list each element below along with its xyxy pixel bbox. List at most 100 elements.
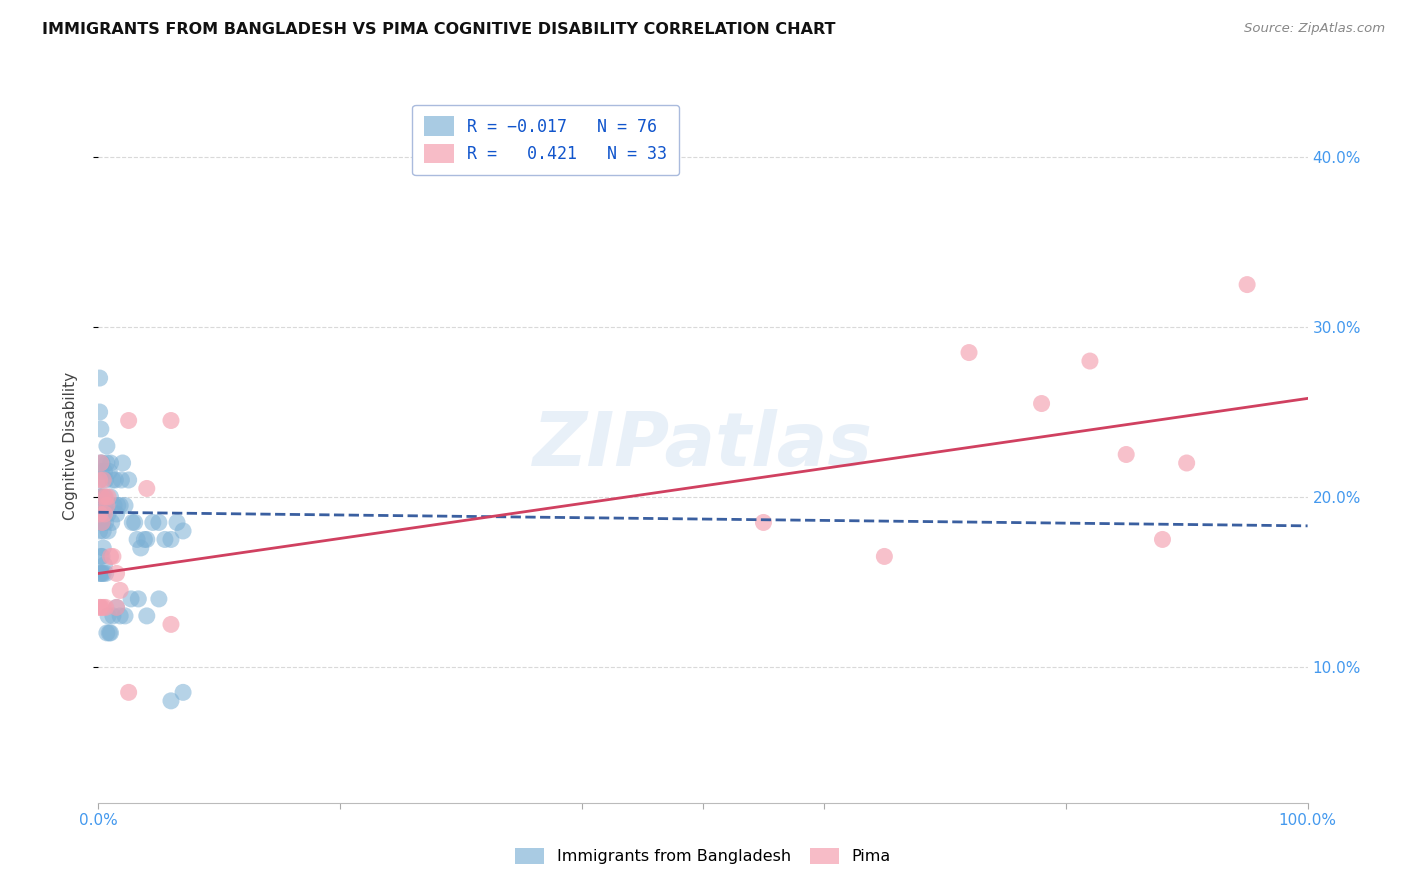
Point — [103, 499, 125, 513]
Point — [100, 549, 122, 564]
Point — [90, 600, 112, 615]
Point — [89, 456, 111, 470]
Point — [91, 516, 114, 530]
Point — [101, 549, 124, 564]
Point — [124, 516, 146, 530]
Point — [142, 516, 165, 530]
Point — [873, 549, 896, 564]
Point — [114, 499, 136, 513]
Point — [96, 439, 118, 453]
Point — [957, 345, 980, 359]
Point — [93, 558, 115, 572]
Point — [91, 516, 114, 530]
Point — [160, 617, 183, 632]
Point — [100, 456, 122, 470]
Text: ZIPatlas: ZIPatlas — [533, 409, 873, 483]
Point — [134, 533, 156, 547]
Point — [90, 516, 112, 530]
Point — [118, 413, 141, 427]
Point — [91, 473, 114, 487]
Point — [100, 490, 122, 504]
Point — [94, 473, 117, 487]
Text: Source: ZipAtlas.com: Source: ZipAtlas.com — [1244, 22, 1385, 36]
Point — [91, 600, 114, 615]
Point — [90, 422, 112, 436]
Point — [1078, 354, 1101, 368]
Point — [135, 608, 157, 623]
Point — [98, 626, 121, 640]
Point — [89, 405, 111, 419]
Point — [89, 371, 111, 385]
Point — [105, 600, 128, 615]
Point — [120, 591, 142, 606]
Point — [89, 473, 111, 487]
Point — [94, 600, 117, 615]
Point — [100, 516, 122, 530]
Point — [153, 533, 176, 547]
Point — [89, 524, 111, 538]
Point — [107, 499, 129, 513]
Point — [91, 456, 114, 470]
Point — [97, 524, 120, 538]
Point — [135, 533, 157, 547]
Point — [90, 549, 112, 564]
Point — [127, 533, 149, 547]
Point — [160, 694, 183, 708]
Point — [91, 507, 114, 521]
Point — [110, 473, 132, 487]
Point — [89, 507, 111, 521]
Point — [101, 608, 124, 623]
Point — [97, 507, 120, 521]
Point — [160, 533, 183, 547]
Point — [97, 608, 120, 623]
Point — [96, 456, 118, 470]
Point — [166, 516, 188, 530]
Point — [89, 490, 111, 504]
Point — [1175, 456, 1198, 470]
Point — [105, 507, 128, 521]
Point — [100, 626, 122, 640]
Point — [98, 465, 121, 479]
Point — [89, 566, 111, 581]
Point — [108, 583, 131, 598]
Point — [96, 499, 118, 513]
Point — [93, 490, 115, 504]
Point — [97, 490, 120, 504]
Point — [90, 456, 112, 470]
Point — [91, 490, 114, 504]
Point — [752, 516, 775, 530]
Point — [148, 516, 170, 530]
Point — [91, 541, 114, 555]
Point — [91, 490, 114, 504]
Point — [94, 516, 117, 530]
Point — [90, 507, 112, 521]
Point — [89, 507, 111, 521]
Point — [91, 566, 114, 581]
Point — [1152, 533, 1174, 547]
Point — [135, 482, 157, 496]
Point — [94, 566, 117, 581]
Point — [1236, 277, 1258, 292]
Point — [108, 499, 131, 513]
Point — [118, 473, 141, 487]
Point — [108, 608, 131, 623]
Point — [96, 626, 118, 640]
Point — [129, 541, 152, 555]
Point — [121, 516, 143, 530]
Point — [89, 600, 111, 615]
Point — [160, 413, 183, 427]
Point — [90, 566, 112, 581]
Legend: R = −0.017   N = 76, R =   0.421   N = 33: R = −0.017 N = 76, R = 0.421 N = 33 — [412, 104, 679, 175]
Point — [1115, 448, 1137, 462]
Point — [90, 499, 112, 513]
Point — [148, 591, 170, 606]
Point — [89, 473, 111, 487]
Point — [105, 566, 128, 581]
Point — [127, 591, 149, 606]
Point — [90, 490, 112, 504]
Point — [172, 685, 194, 699]
Text: IMMIGRANTS FROM BANGLADESH VS PIMA COGNITIVE DISABILITY CORRELATION CHART: IMMIGRANTS FROM BANGLADESH VS PIMA COGNI… — [42, 22, 835, 37]
Point — [93, 499, 115, 513]
Point — [91, 524, 114, 538]
Y-axis label: Cognitive Disability: Cognitive Disability — [63, 372, 77, 520]
